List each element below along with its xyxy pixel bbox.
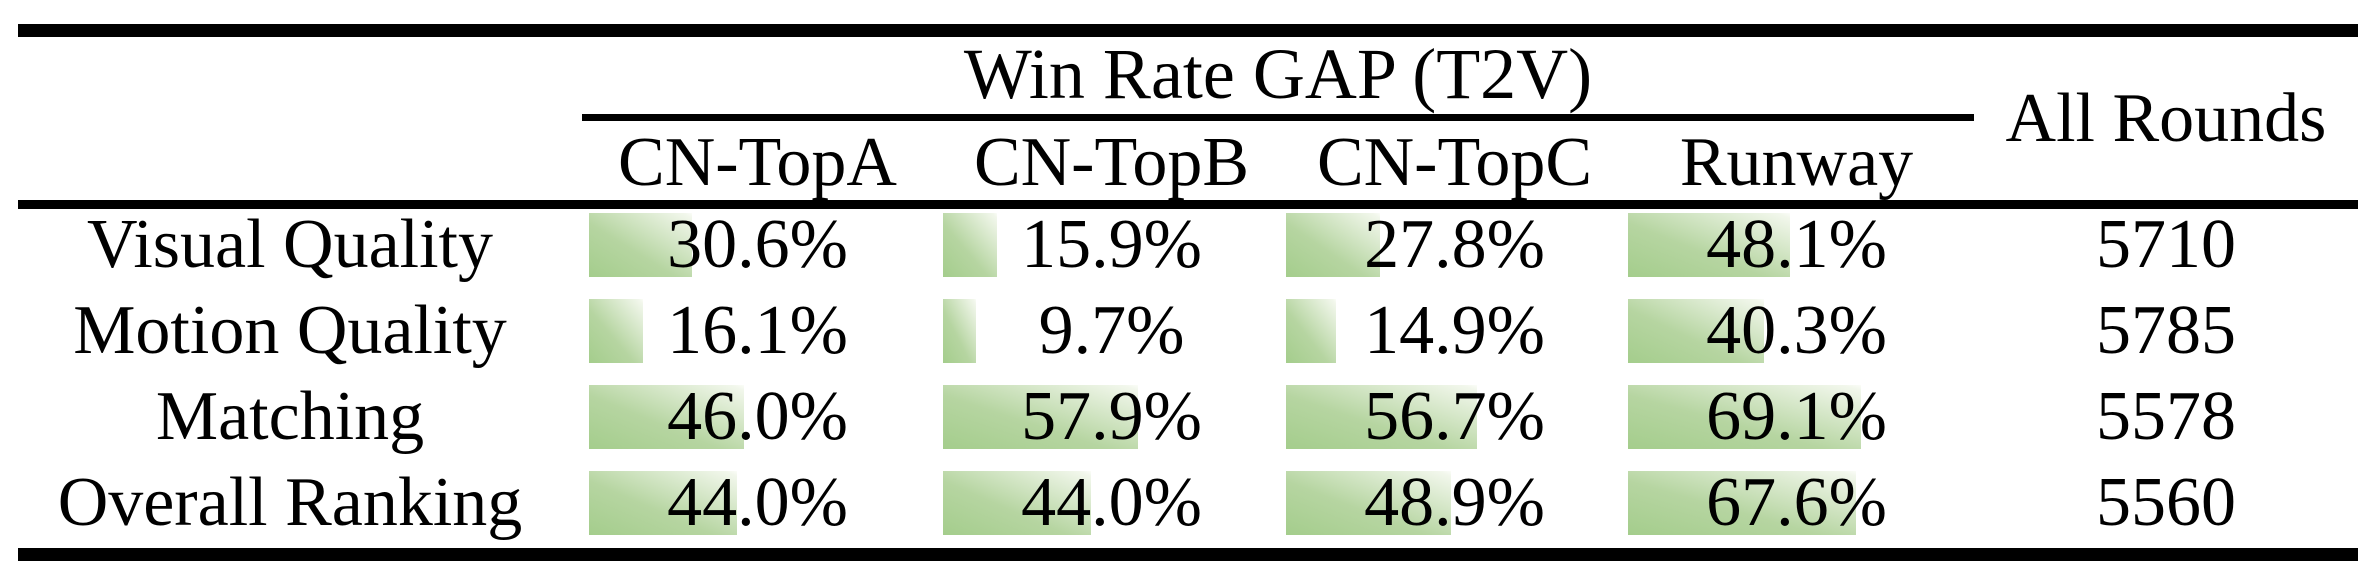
- win-rate-value: 30.6%: [667, 206, 848, 283]
- all-rounds-value: 5560: [2096, 464, 2236, 541]
- table-top-rule: [18, 24, 2358, 37]
- win-rate-cell: 40.3%: [1628, 292, 1965, 369]
- win-rate-cell: 67.6%: [1628, 464, 1965, 541]
- column-header-cn-topb: CN-TopB: [973, 124, 1250, 201]
- table-row-motion-quality: Motion Quality 16.1% 9.7% 14.9% 40.3% 57…: [0, 292, 2376, 369]
- table-row-visual-quality: Visual Quality 30.6% 15.9% 27.8% 48.1% 5…: [0, 206, 2376, 283]
- win-rate-value: 15.9%: [1021, 206, 1202, 283]
- win-rate-cell: 56.7%: [1286, 378, 1623, 455]
- win-rate-bar: [943, 385, 1139, 449]
- win-rate-cell: 48.9%: [1286, 464, 1623, 541]
- win-rate-bar: [1628, 213, 1791, 277]
- all-rounds-value: 5710: [2096, 206, 2236, 283]
- win-rate-cell: 46.0%: [589, 378, 926, 455]
- win-rate-cell: 69.1%: [1628, 378, 1965, 455]
- win-rate-value: 27.8%: [1364, 206, 1545, 283]
- win-rate-cell: 27.8%: [1286, 206, 1623, 283]
- row-label-matching: Matching: [155, 378, 425, 455]
- win-rate-bar: [589, 471, 738, 535]
- win-rate-bar: [1286, 385, 1478, 449]
- win-rate-value: 14.9%: [1364, 292, 1545, 369]
- win-rate-bar: [1628, 299, 1764, 363]
- win-rate-cell: 30.6%: [589, 206, 926, 283]
- win-rate-bar: [943, 213, 997, 277]
- win-rate-value: 46.0%: [667, 378, 848, 455]
- win-rate-bar: [1286, 299, 1337, 363]
- win-rate-bar: [1286, 213, 1380, 277]
- win-rate-bar: [589, 385, 745, 449]
- win-rate-cell: 44.0%: [589, 464, 926, 541]
- win-rate-bar: [1628, 471, 1856, 535]
- win-rate-value: 48.1%: [1706, 206, 1887, 283]
- all-rounds-value: 5578: [2096, 378, 2236, 455]
- win-rate-bar: [1286, 471, 1451, 535]
- win-rate-bar: [589, 213, 693, 277]
- table-row-matching: Matching 46.0% 57.9% 56.7% 69.1% 5578: [0, 378, 2376, 455]
- win-rate-cell: 57.9%: [943, 378, 1280, 455]
- row-label-motion-quality: Motion Quality: [73, 292, 507, 369]
- win-rate-cell: 14.9%: [1286, 292, 1623, 369]
- column-header-cn-topc: CN-TopC: [1316, 124, 1593, 201]
- win-rate-value: 40.3%: [1706, 292, 1887, 369]
- column-header-runway: Runway: [1679, 124, 1914, 201]
- row-label-overall-ranking: Overall Ranking: [57, 464, 523, 541]
- column-header-all-rounds: All Rounds: [2005, 80, 2327, 157]
- header-bottom-rule: [18, 200, 2358, 209]
- column-header-cn-topa: CN-TopA: [618, 124, 897, 201]
- win-rate-value: 67.6%: [1706, 464, 1887, 541]
- win-rate-cell: 15.9%: [943, 206, 1280, 283]
- win-rate-bar: [589, 299, 644, 363]
- win-rate-cell: 16.1%: [589, 292, 926, 369]
- win-rate-value: 9.7%: [1038, 292, 1185, 369]
- win-rate-cell: 48.1%: [1628, 206, 1965, 283]
- row-label-visual-quality: Visual Quality: [86, 206, 494, 283]
- win-rate-bar: [943, 299, 976, 363]
- win-rate-cell: 9.7%: [943, 292, 1280, 369]
- win-rate-value: 16.1%: [667, 292, 848, 369]
- table-bottom-rule: [18, 548, 2358, 561]
- table-row-overall-ranking: Overall Ranking 44.0% 44.0% 48.9% 67.6% …: [0, 464, 2376, 541]
- win-rate-value: 48.9%: [1364, 464, 1545, 541]
- win-rate-cell: 44.0%: [943, 464, 1280, 541]
- win-rate-value: 44.0%: [667, 464, 848, 541]
- all-rounds-value: 5785: [2096, 292, 2236, 369]
- group-header-underline-rule: [582, 114, 1974, 121]
- win-rate-value: 56.7%: [1364, 378, 1545, 455]
- win-rate-value: 44.0%: [1021, 464, 1202, 541]
- win-rate-bar: [943, 471, 1092, 535]
- win-rate-value: 69.1%: [1706, 378, 1887, 455]
- group-header-win-rate-gap: Win Rate GAP (T2V): [963, 34, 1593, 114]
- win-rate-bar: [1628, 385, 1861, 449]
- win-rate-value: 57.9%: [1021, 378, 1202, 455]
